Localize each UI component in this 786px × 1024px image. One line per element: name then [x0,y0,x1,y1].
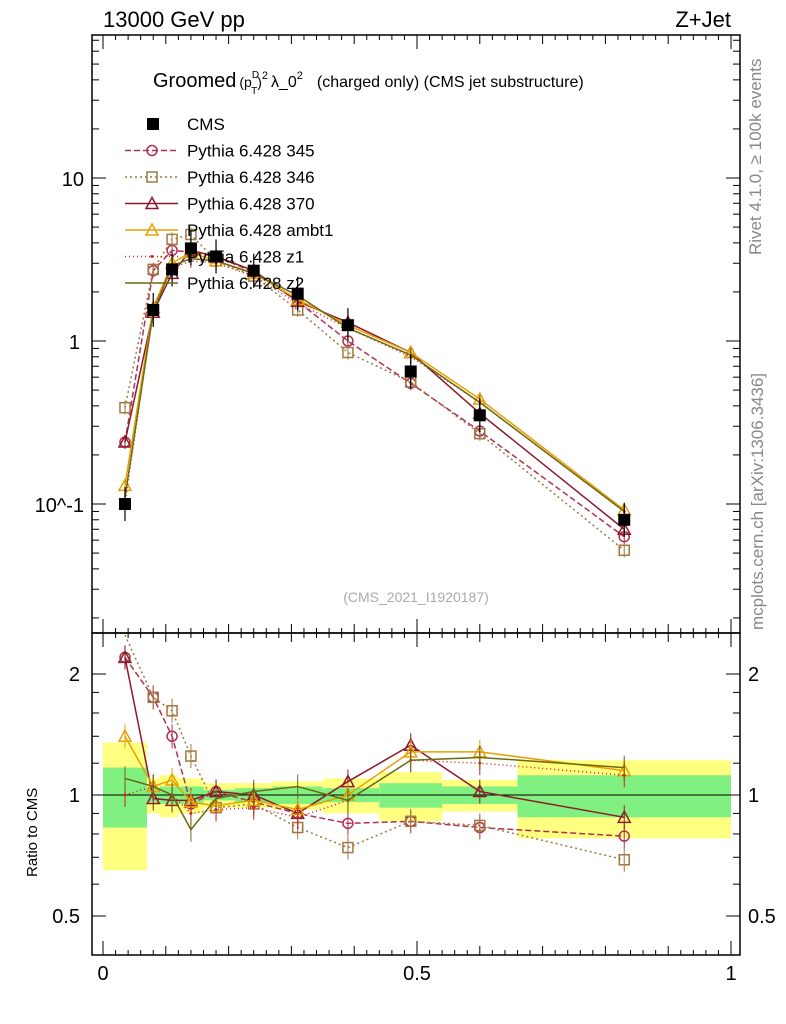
data-point [618,513,631,526]
legend-label: Pythia 6.428 345 [187,142,315,161]
series-line [124,249,625,538]
series-marker [616,809,632,824]
ratio-series-6 [124,745,625,842]
y-ticklabel-10: 10 [62,169,84,191]
legend-item-6: Pythia 6.428 z2 [125,274,304,293]
legend-label: Pythia 6.428 z2 [187,274,304,293]
legend-label: Pythia 6.428 346 [187,168,315,187]
series-marker [166,730,178,743]
data-point [341,319,354,332]
series-marker [472,783,488,798]
ratio-frame [91,632,741,956]
legend-item-5: Pythia 6.428 z1 [125,248,304,267]
plot-title: Groomed (pD T)2 λ_02 (charged only) (CMS jet… [153,70,584,97]
series-marker [618,544,630,557]
series-marker [144,195,160,210]
legend-item-2: Pythia 6.428 346 [125,168,315,187]
series-marker [404,815,417,828]
title-prefix: Groomed [153,70,236,92]
series-marker [252,806,256,810]
rivet-label: Rivet 4.1.0, ≥ 100k events [746,59,765,255]
y-ticklabel-1: 1 [69,332,80,354]
series-marker [147,691,159,704]
legend-label: Pythia 6.428 370 [187,195,315,214]
legend-label: Pythia 6.428 ambt1 [187,221,333,240]
series-marker [189,811,193,815]
title-sup-d: D [252,70,259,81]
series-line [124,257,625,513]
x-ticklabel: 0 [97,963,108,985]
series-marker [166,705,178,717]
header-process: Z+Jet [675,7,731,32]
series-marker [150,255,154,258]
title-suffix: (charged only) (CMS jet substructure) [317,74,584,91]
series-marker [119,401,131,414]
analysis-watermark: (CMS_2021_I1920187) [343,589,489,605]
series-marker [146,171,158,183]
title-p: p [244,74,252,90]
data-point [118,498,131,510]
data-point [210,250,223,263]
ratio-y-ticklabel: 1 [69,785,80,807]
series-marker [474,819,486,832]
series-marker [296,815,300,819]
legend-label: Pythia 6.428 z1 [187,248,304,267]
ratio-y-ticklabel-right: 0.5 [748,906,776,928]
series-marker [618,830,630,842]
legend-item-4: Pythia 6.428 ambt1 [125,221,333,240]
data-point [404,365,417,378]
data-point [291,287,304,300]
title-sup-2: 2 [262,70,268,82]
series-marker [342,817,354,830]
axis-ticks: 0 0.5 1 10 1 10^-1 0.5 0.5 1 1 2 2 [35,35,776,985]
title-sup-2b: 2 [297,70,303,82]
ratio-series-layer [117,634,632,872]
svg-text:Groomed(pDT)2λ_02(charged only: Groomed (pD T)2 λ_02 (charged only) (CMS jet… [153,70,584,97]
series-marker [185,750,197,762]
ratio-y-ticklabel-right: 2 [748,664,759,686]
series-marker [342,841,354,854]
series-marker [117,728,133,743]
series-marker [166,233,178,246]
legend-item-cms: CMS [147,115,225,134]
title-lambda: λ [271,74,279,91]
legend-item-3: Pythia 6.428 370 [125,195,315,214]
series-marker [123,793,127,797]
series-line [124,260,625,513]
data-point [147,303,160,316]
series-marker [618,854,630,866]
x-ticklabel: 0.5 [403,963,431,985]
ratio-ylabel: Ratio to CMS [24,788,41,877]
series-5 [123,253,626,519]
data-point [247,264,260,277]
ratio-y-ticklabel: 2 [69,664,80,686]
series-marker [147,263,159,276]
y-ticklabel-0.1: 10^-1 [35,495,84,517]
series-marker [117,434,133,448]
legend: CMS Pythia 6.428 345 Pythia 6.428 346 Pythi… [125,115,333,293]
data-point [473,409,486,422]
axes-frames [91,34,741,956]
series-marker [146,144,158,157]
series-marker [145,790,161,805]
x-ticklabel: 1 [725,963,736,985]
cms-data-points [118,231,631,537]
legend-label: CMS [187,115,225,134]
ratio-y-ticklabel: 0.5 [52,906,80,928]
title-sub-t: T [251,86,257,97]
ratio-y-ticklabel-right: 1 [748,785,759,807]
series-marker [342,346,354,359]
mcplots-label: mcplots.cern.ch [arXiv:1306.3436] [748,373,767,630]
legend-marker [147,118,159,130]
data-point [166,263,179,276]
legend-item-1: Pythia 6.428 345 [125,142,315,161]
data-point [184,242,197,255]
series-marker [144,222,160,236]
title-rest: _0 [278,74,297,91]
header-energy: 13000 GeV pp [103,7,245,32]
series-marker [117,649,133,664]
